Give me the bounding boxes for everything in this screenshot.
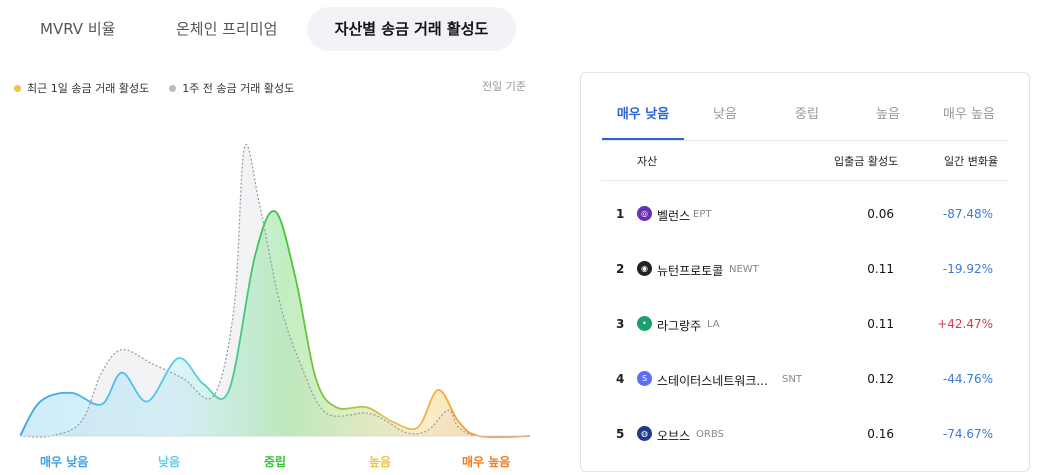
asset-activity-panel: 매우 낮음 낮음 중립 높음 매우 높음 자산 입출금 활성도 일간 변화율 1…: [580, 72, 1030, 472]
row-asset-name: 스테이터스네트워크...: [657, 374, 768, 388]
legend-previous: 1주 전 송금 거래 활성도: [169, 80, 294, 96]
x-label-very-low: 매우 낮음: [40, 455, 89, 469]
table-row[interactable]: 3 • 라그랑주 LA 0.11 +42.47%: [581, 315, 1029, 335]
panel-tab-indicator: [602, 138, 684, 140]
table-row[interactable]: 5 ◍ 오브스 ORBS 0.16 -74.67%: [581, 425, 1029, 445]
row-rank: 3: [616, 317, 625, 331]
legend-current: 최근 1일 송금 거래 활성도: [14, 80, 149, 96]
row-asset-ticker: NEWT: [729, 264, 759, 275]
panel-tab-very-high[interactable]: 매우 높음: [943, 107, 995, 122]
row-activity-value: 0.11: [867, 262, 894, 276]
row-daily-change: -19.92%: [942, 262, 993, 276]
row-rank: 1: [616, 207, 625, 221]
snt-icon: S: [637, 371, 652, 386]
header-change: 일간 변화율: [944, 155, 999, 168]
panel-tab-low[interactable]: 낮음: [713, 107, 737, 122]
row-asset-name: 뉴턴프로토콜: [657, 264, 724, 278]
panel-tab-very-low[interactable]: 매우 낮음: [616, 107, 670, 122]
table-row[interactable]: 2 ◉ 뉴턴프로토콜 NEWT 0.11 -19.92%: [581, 260, 1029, 280]
row-asset-ticker: LA: [707, 319, 720, 330]
row-daily-change: -44.76%: [942, 372, 993, 386]
series-current-area: [20, 210, 530, 438]
panel-tab-neutral[interactable]: 중립: [795, 107, 819, 122]
row-rank: 5: [616, 427, 625, 441]
x-label-very-high: 매우 높음: [462, 455, 511, 469]
header-asset: 자산: [637, 155, 658, 168]
x-label-high: 높음: [369, 455, 392, 469]
x-label-low: 낮음: [158, 455, 181, 469]
row-daily-change: -87.48%: [942, 207, 993, 221]
table-header-divider: [601, 180, 1009, 181]
header-activity: 입출금 활성도: [834, 155, 899, 168]
table-row[interactable]: 1 ◎ 벨런스 EPT 0.06 -87.48%: [581, 205, 1029, 225]
row-activity-value: 0.06: [867, 207, 894, 221]
row-daily-change: +42.47%: [937, 317, 993, 331]
row-activity-value: 0.16: [867, 427, 894, 441]
legend-label-current: 최근 1일 송금 거래 활성도: [27, 82, 150, 95]
series-current-line: [20, 210, 530, 438]
row-asset-name: 벨런스: [657, 209, 691, 223]
legend-label-previous: 1주 전 송금 거래 활성도: [182, 82, 295, 95]
chart-legend: 최근 1일 송금 거래 활성도 1주 전 송금 거래 활성도: [14, 80, 294, 96]
newt-icon: ◉: [637, 261, 652, 276]
row-daily-change: -74.67%: [942, 427, 993, 441]
tab-transfer-activity[interactable]: 자산별 송금 거래 활성도: [307, 7, 516, 51]
panel-tab-high[interactable]: 높음: [876, 107, 900, 122]
la-icon: •: [637, 316, 652, 331]
row-activity-value: 0.12: [867, 372, 894, 386]
activity-distribution-chart: [20, 144, 530, 438]
row-asset-ticker: EPT: [693, 209, 712, 220]
row-asset-ticker: SNT: [782, 374, 802, 385]
legend-dot-current: [14, 84, 21, 92]
x-label-neutral: 중립: [264, 455, 287, 469]
tab-onchain-premium[interactable]: 온체인 프리미엄: [176, 20, 278, 38]
legend-dot-previous: [169, 84, 177, 92]
row-asset-ticker: ORBS: [696, 429, 724, 440]
row-activity-value: 0.11: [867, 317, 894, 331]
tab-bar: MVRV 비율 온체인 프리미엄 자산별 송금 거래 활성도: [0, 0, 540, 58]
ept-icon: ◎: [637, 206, 652, 221]
row-asset-name: 오브스: [657, 429, 691, 443]
tab-mvrv[interactable]: MVRV 비율: [40, 20, 116, 38]
row-rank: 4: [616, 372, 625, 386]
table-row[interactable]: 4 S 스테이터스네트워크... SNT 0.12 -44.76%: [581, 370, 1029, 390]
row-rank: 2: [616, 262, 625, 276]
panel-tabs-divider: [601, 140, 1009, 141]
row-asset-name: 라그랑주: [657, 319, 702, 333]
basis-label: 전일 기준: [482, 80, 526, 93]
orbs-icon: ◍: [637, 426, 652, 441]
